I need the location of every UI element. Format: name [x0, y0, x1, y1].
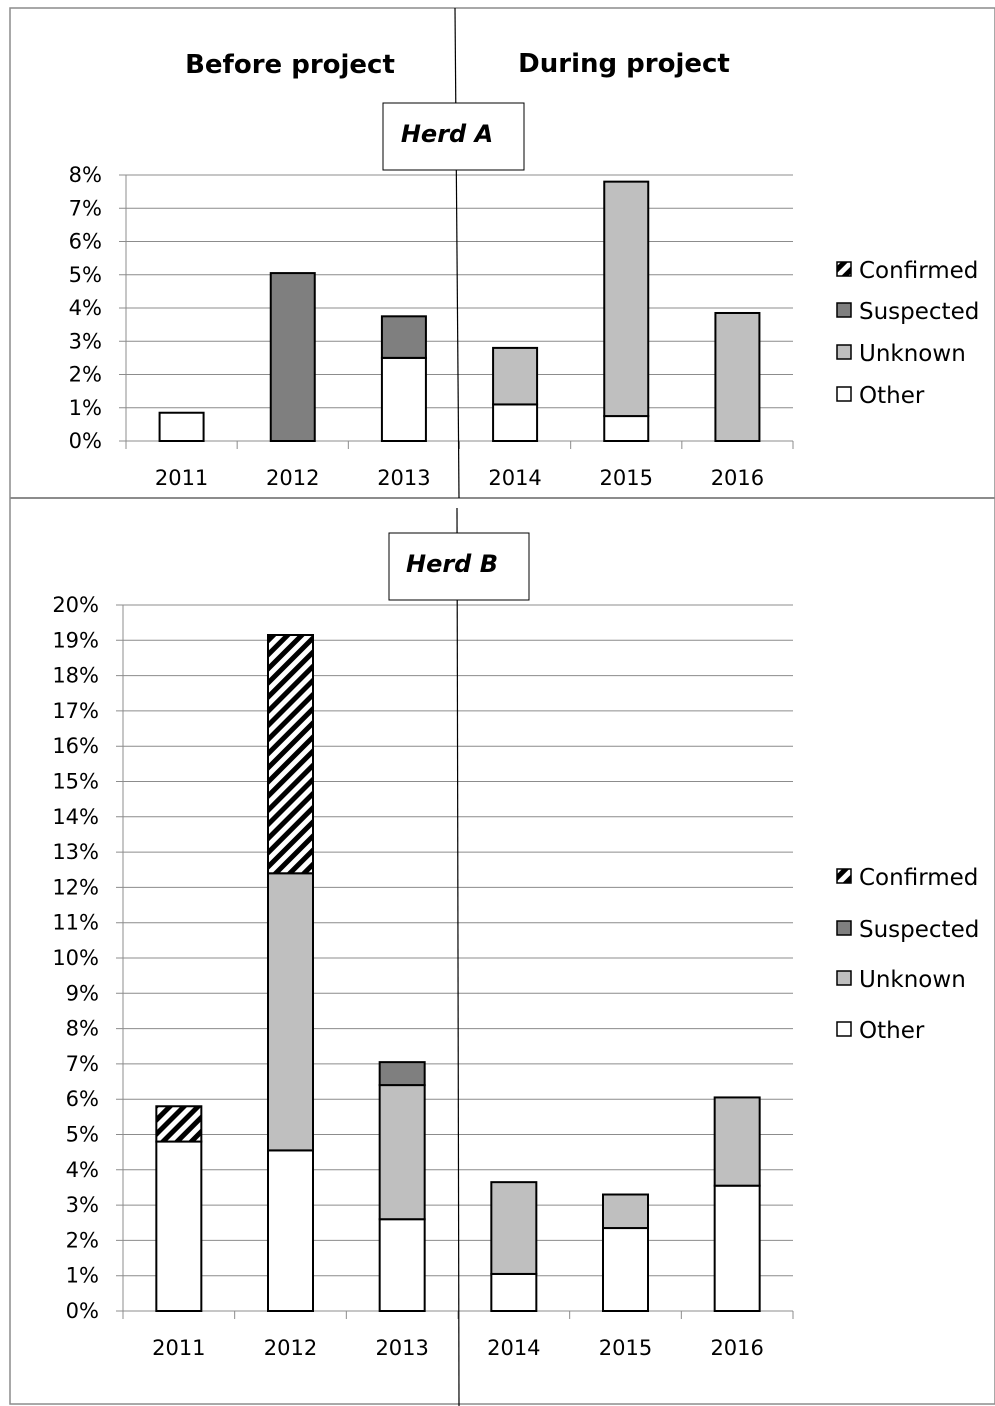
- project-start-line-a: [454, 7, 460, 499]
- herd-b-bar-other-2011: [155, 1140, 203, 1313]
- legend-label-confirmed: Confirmed: [859, 258, 978, 284]
- legend-swatch-confirmed: [836, 868, 852, 884]
- herd-b-y-tick-label: 7%: [66, 1052, 99, 1076]
- herd-b-bar-confirmed-2011: [155, 1105, 203, 1143]
- herd-a-bar-other-2015: [603, 415, 650, 442]
- herd-b-x-tick-label: 2012: [264, 1336, 317, 1360]
- herd-b-x-tick-label: 2016: [710, 1336, 763, 1360]
- herd-a-x-tick-label: 2015: [600, 466, 653, 490]
- herd-b-y-tick-label: 5%: [66, 1123, 99, 1147]
- legend-swatch-unknown: [836, 970, 852, 986]
- herd-b-x-tick-label: 2013: [375, 1336, 428, 1360]
- herd-a-y-tick-label: 4%: [69, 296, 102, 320]
- legend-label-unknown: Unknown: [859, 341, 966, 367]
- herd-b-y-tick-label: 14%: [52, 805, 99, 829]
- herd-b-bar-other-2016: [713, 1184, 761, 1313]
- herd-b-bar-other-2014: [490, 1272, 538, 1313]
- herd-a-y-tick-label: 6%: [69, 230, 102, 254]
- legend-swatch-other: [836, 1021, 852, 1037]
- herd-a-bar-unknown-2014: [492, 346, 539, 406]
- herd-a-y-tick-label: 7%: [69, 196, 102, 220]
- herd-b-y-tick-label: 6%: [66, 1087, 99, 1111]
- herd-b-y-tick-label: 3%: [66, 1193, 99, 1217]
- legend-label-confirmed: Confirmed: [859, 865, 978, 891]
- legend-swatch-other: [836, 386, 852, 402]
- herd-b-title-box: [388, 532, 530, 601]
- herd-b-bar-unknown-2014: [490, 1181, 538, 1275]
- herd-b-bar-other-2015: [602, 1227, 649, 1313]
- herd-b-y-tick-label: 19%: [52, 628, 99, 652]
- herd-b-y-tick-label: 15%: [52, 770, 99, 794]
- legend-swatch-unknown: [836, 344, 852, 360]
- herd-b-x-tick-label: 2015: [599, 1336, 652, 1360]
- herd-a-y-tick-label: 8%: [69, 163, 102, 187]
- herd-a-bar-other-2014: [492, 403, 539, 442]
- herd-b-y-tick-label: 4%: [66, 1158, 99, 1182]
- herd-b-x-tick-label: 2014: [487, 1336, 540, 1360]
- legend-label-other: Other: [859, 1018, 925, 1044]
- herd-a-title-box: [382, 102, 525, 171]
- herd-a-x-tick-label: 2014: [488, 466, 541, 490]
- herd-b-y-tick-label: 8%: [66, 1017, 99, 1041]
- herd-a-x-tick-label: 2012: [266, 466, 319, 490]
- herd-b-y-tick-label: 16%: [52, 734, 99, 758]
- legend-swatch-confirmed: [836, 261, 852, 277]
- herd-b-chart: 0% 1% 2% 3% 4% 5% 6% 7% 8% 9% 10% 11% 12% 13% 14% 15% 16…: [52, 593, 979, 1360]
- herd-b-y-tick-label: 11%: [52, 911, 99, 935]
- herd-a-bar-other-2013: [380, 356, 427, 442]
- herd-b-bar-suspected-2013: [378, 1061, 426, 1087]
- figure-border: [9, 7, 995, 1405]
- herd-b-y-tick-label: 0%: [66, 1299, 99, 1323]
- herd-a-y-tick-label: 5%: [69, 263, 102, 287]
- legend-label-suspected: Suspected: [859, 917, 979, 943]
- herd-a-y-tick-label: 3%: [69, 329, 102, 353]
- herd-a-title: Herd A: [401, 120, 493, 148]
- herd-a-bar-unknown-2016: [714, 311, 761, 442]
- herd-a-x-tick-label: 2011: [155, 466, 208, 490]
- herd-b-title: Herd B: [406, 550, 498, 578]
- herd-a-bar-other-2011: [158, 411, 205, 442]
- herd-b-y-tick-label: 17%: [52, 699, 99, 723]
- legend-swatch-suspected: [836, 920, 852, 936]
- herd-b-y-tick-label: 20%: [52, 593, 99, 617]
- legend-label-other: Other: [859, 383, 925, 409]
- herd-b-y-tick-label: 13%: [52, 840, 99, 864]
- herd-b-bar-unknown-2012: [267, 872, 314, 1152]
- herd-b-x-tick-label: 2011: [152, 1336, 205, 1360]
- before-project-label: Before project: [185, 50, 395, 80]
- herd-b-y-tick-label: 18%: [52, 664, 99, 688]
- herd-b-y-tick-label: 9%: [66, 981, 99, 1005]
- herd-a-y-tick-label: 0%: [69, 429, 102, 453]
- herd-a-y-tick-label: 1%: [69, 396, 102, 420]
- herd-b-bar-other-2013: [378, 1218, 426, 1312]
- legend-label-unknown: Unknown: [859, 967, 966, 993]
- herd-a-y-tick-label: 2%: [69, 363, 102, 387]
- legend-label-suspected: Suspected: [859, 299, 979, 325]
- herd-b-bar-unknown-2013: [378, 1084, 426, 1221]
- project-start-line-b: [456, 507, 460, 1406]
- herd-a-bar-suspected-2013: [380, 315, 427, 359]
- herd-b-bar-unknown-2016: [713, 1096, 761, 1187]
- herd-a-x-tick-label: 2016: [711, 466, 764, 490]
- herd-b-bar-other-2012: [267, 1149, 314, 1313]
- herd-b-y-tick-label: 2%: [66, 1228, 99, 1252]
- herd-b-bar-confirmed-2012: [267, 634, 314, 875]
- herd-a-bar-unknown-2015: [603, 180, 650, 418]
- herd-a-x-tick-label: 2013: [377, 466, 430, 490]
- herd-a-chart: 0% 1% 2% 3% 4% 5% 6% 7% 8% 2011 2012 2013 2014 2015 20…: [69, 163, 980, 490]
- herd-b-y-tick-label: 1%: [66, 1264, 99, 1288]
- herd-b-y-tick-label: 12%: [52, 875, 99, 899]
- during-project-label: During project: [518, 49, 730, 79]
- legend-swatch-suspected: [836, 302, 852, 318]
- herd-a-bar-suspected-2012: [269, 272, 316, 442]
- herd-b-bar-unknown-2015: [602, 1193, 649, 1230]
- herd-b-y-tick-label: 10%: [52, 946, 99, 970]
